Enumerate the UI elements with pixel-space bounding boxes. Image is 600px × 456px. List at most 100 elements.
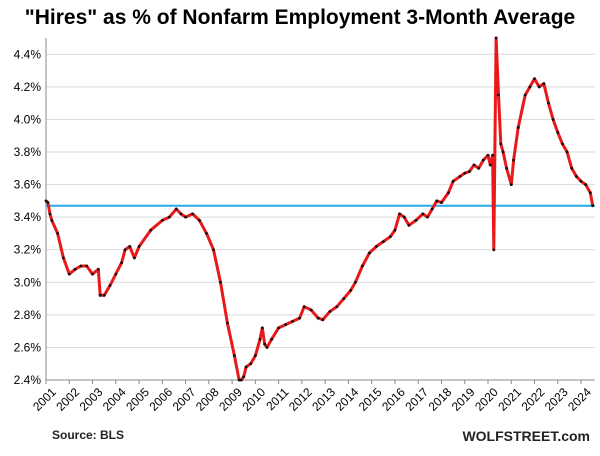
x-tick-label: 2013 xyxy=(309,385,338,414)
data-point xyxy=(302,305,306,309)
data-point xyxy=(501,150,505,154)
data-point xyxy=(349,289,353,292)
x-tick-label: 2016 xyxy=(379,385,408,414)
data-point xyxy=(512,158,515,162)
data-point xyxy=(265,346,269,349)
data-point xyxy=(174,207,178,211)
data-point xyxy=(98,293,102,297)
data-point xyxy=(584,183,588,186)
x-tick-label: 2021 xyxy=(495,385,524,414)
data-point xyxy=(472,163,476,167)
data-point xyxy=(91,272,94,276)
data-point xyxy=(179,212,183,216)
data-point xyxy=(316,316,320,320)
data-point xyxy=(263,342,267,346)
data-point xyxy=(184,215,187,219)
x-tick-label: 2015 xyxy=(356,385,385,414)
x-tick-label: 2023 xyxy=(542,385,571,414)
data-point xyxy=(48,212,52,216)
data-point xyxy=(516,126,520,129)
data-point xyxy=(62,256,65,260)
data-point xyxy=(505,166,509,170)
brand-label: WOLFSTREET.com xyxy=(462,428,590,444)
data-point xyxy=(335,305,339,309)
data-point xyxy=(481,158,485,162)
data-point xyxy=(198,219,201,222)
data-point xyxy=(551,118,555,121)
data-point xyxy=(237,378,241,382)
data-point xyxy=(360,264,364,268)
x-tick-label: 2020 xyxy=(472,385,501,414)
y-tick-label: 3.2% xyxy=(14,243,42,257)
y-tick-label: 2.8% xyxy=(14,308,42,322)
chart-title: "Hires" as % of Nonfarm Employment 3-Mon… xyxy=(24,6,576,29)
data-point xyxy=(219,280,222,284)
data-point xyxy=(258,337,262,341)
y-tick-label: 3.8% xyxy=(14,145,42,159)
data-point xyxy=(102,293,106,297)
data-point xyxy=(298,316,301,320)
data-point xyxy=(137,245,141,248)
y-tick-label: 2.6% xyxy=(14,340,42,354)
data-point xyxy=(488,163,492,167)
data-point xyxy=(44,199,48,203)
data-point xyxy=(542,82,546,85)
grid-lines xyxy=(46,53,595,381)
data-point xyxy=(492,248,496,252)
data-point xyxy=(50,219,54,222)
data-point xyxy=(277,326,281,330)
data-point xyxy=(321,318,325,322)
data-point xyxy=(561,142,564,146)
data-point xyxy=(494,36,498,40)
data-point xyxy=(398,212,401,216)
y-tick-label: 3.0% xyxy=(14,275,42,289)
data-point xyxy=(120,261,124,265)
data-point xyxy=(556,131,560,134)
data-point xyxy=(309,308,313,312)
data-point xyxy=(270,337,274,341)
data-point xyxy=(212,248,215,252)
series-line xyxy=(45,36,595,382)
data-point xyxy=(467,170,471,173)
data-point xyxy=(491,153,495,157)
x-tick-label: 2017 xyxy=(402,385,431,414)
y-axis-tick-labels: 2.4% 2.6% 2.8% 3.0% 3.2% 3.4% 3.6% 3.8% 4.0% 4.2%… xyxy=(14,47,42,387)
data-point xyxy=(421,212,425,216)
y-tick-label: 2.4% xyxy=(14,373,42,387)
x-tick-label: 2012 xyxy=(286,385,315,414)
x-tick-label: 2014 xyxy=(333,385,362,414)
data-point xyxy=(46,201,50,204)
data-point xyxy=(393,228,397,232)
data-point xyxy=(579,179,583,183)
data-point xyxy=(284,323,288,327)
data-point xyxy=(435,199,439,203)
data-point xyxy=(407,223,411,227)
x-tick-label: 2009 xyxy=(216,385,245,414)
series-group xyxy=(44,36,595,382)
data-point xyxy=(226,321,229,325)
data-point xyxy=(167,215,171,219)
data-point xyxy=(328,310,332,313)
data-point xyxy=(523,93,527,97)
data-point xyxy=(108,284,112,287)
data-point xyxy=(477,166,481,170)
y-tick-label: 3.6% xyxy=(14,178,42,192)
data-point xyxy=(570,166,574,170)
data-point xyxy=(244,365,248,369)
data-point xyxy=(499,142,503,146)
data-point xyxy=(533,77,536,81)
data-point xyxy=(565,150,569,154)
data-point xyxy=(528,85,532,89)
x-tick-label: 2011 xyxy=(263,385,291,413)
data-point xyxy=(509,183,513,186)
x-tick-label: 2010 xyxy=(239,385,268,414)
data-point xyxy=(426,215,429,219)
data-point xyxy=(191,212,194,216)
axes xyxy=(45,38,595,384)
data-point xyxy=(242,375,246,379)
data-point xyxy=(240,378,243,382)
data-point xyxy=(96,267,100,271)
data-point xyxy=(56,232,60,235)
data-point xyxy=(73,267,77,271)
